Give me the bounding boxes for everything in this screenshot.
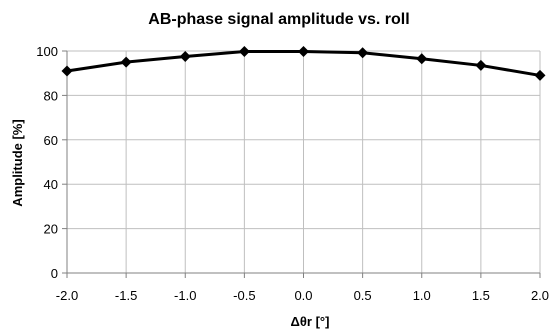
x-tick-label: 1.5 (472, 288, 490, 303)
data-point-marker (357, 47, 369, 59)
data-point-marker (238, 45, 250, 57)
data-point-marker (475, 59, 487, 71)
data-point-marker (416, 53, 428, 65)
y-tick-labels: 0 20 40 60 80 100 (36, 44, 58, 281)
x-axis-label: Δθr [°] (291, 314, 330, 329)
axes (62, 50, 541, 278)
y-tick-label: 60 (44, 133, 58, 148)
y-tick-label: 20 (44, 222, 58, 237)
series (61, 45, 546, 81)
x-tick-label: -1.5 (115, 288, 137, 303)
y-tick-label: 0 (51, 266, 58, 281)
x-tick-label: -0.5 (233, 288, 255, 303)
data-point-marker (534, 69, 546, 81)
data-point-marker (61, 65, 73, 77)
x-tick-label: 1.0 (413, 288, 431, 303)
x-tick-label: 0.0 (294, 288, 312, 303)
x-tick-label: -2.0 (56, 288, 78, 303)
x-tick-label: 0.5 (354, 288, 372, 303)
y-tick-label: 100 (36, 44, 58, 59)
data-point-marker (298, 45, 309, 57)
y-tick-label: 40 (44, 177, 58, 192)
grid (66, 50, 541, 273)
y-tick-label: 80 (44, 88, 58, 103)
x-tick-label: 2.0 (531, 288, 549, 303)
x-tick-labels: -2.0 -1.5 -1.0 -0.5 0.0 0.5 1.0 1.5 2.0 (56, 288, 549, 303)
x-tick-label: -1.0 (174, 288, 196, 303)
y-axis-label: Amplitude [%] (10, 119, 25, 206)
data-point-marker (120, 56, 132, 68)
data-point-marker (179, 51, 191, 63)
chart-title: AB-phase signal amplitude vs. roll (148, 11, 409, 28)
